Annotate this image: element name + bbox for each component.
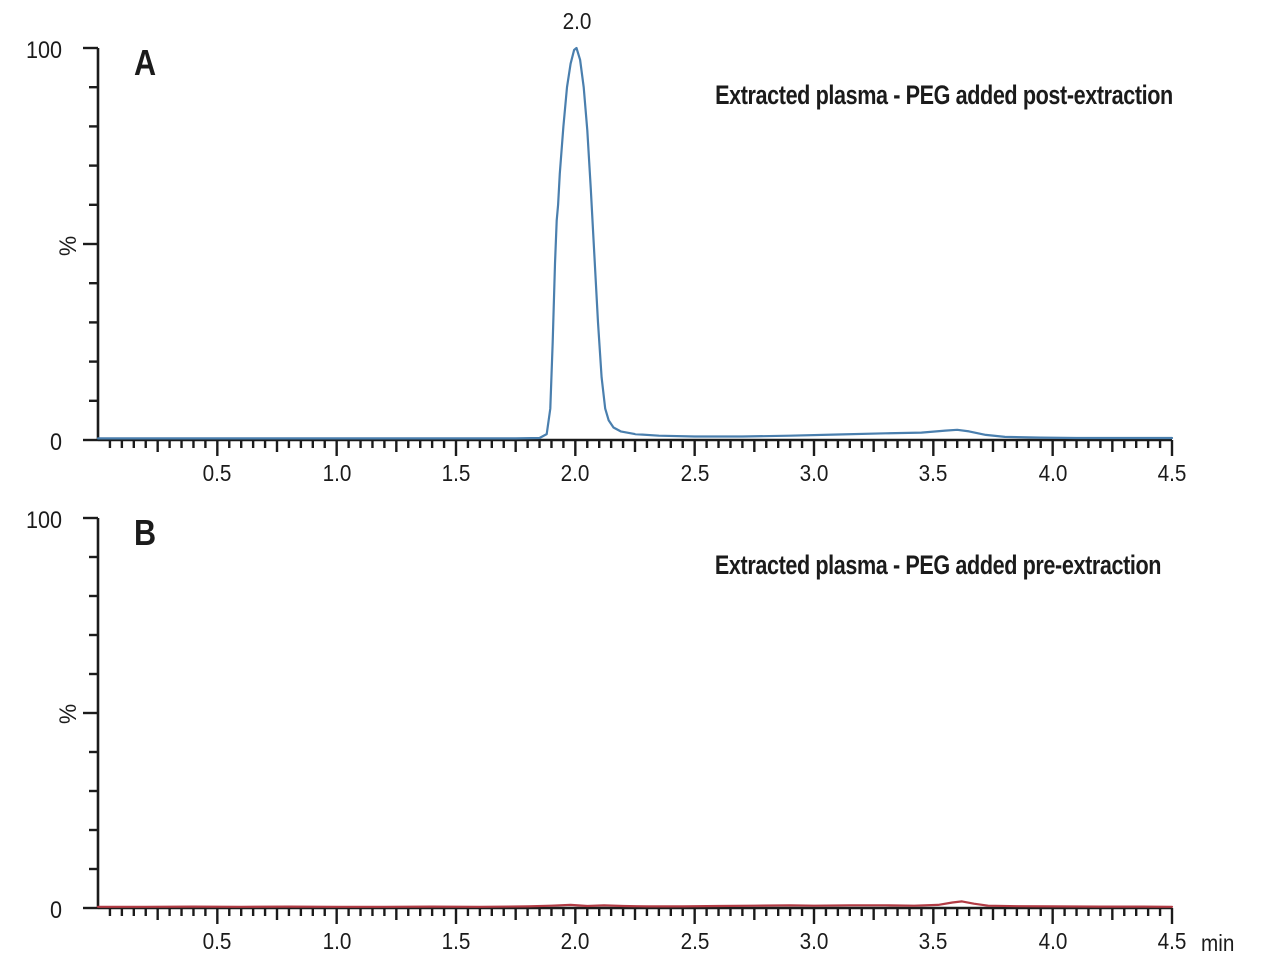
x-tick-label: 4.5 bbox=[1157, 928, 1187, 954]
x-tick-label: 3.5 bbox=[918, 928, 948, 954]
panel-a-y-min-label: 0 bbox=[49, 429, 62, 456]
panel-b-label: B bbox=[134, 512, 157, 553]
x-tick-label: 3.0 bbox=[799, 928, 829, 954]
panel-b-plot bbox=[83, 516, 1174, 924]
panel-b-y-axis-title: % bbox=[55, 703, 82, 725]
x-tick-label: 4.0 bbox=[1038, 928, 1068, 954]
x-tick-label: 4.0 bbox=[1038, 460, 1068, 486]
panel-b-y-min-label: 0 bbox=[49, 897, 62, 924]
x-tick-label: 0.5 bbox=[202, 928, 232, 954]
peak-retention-time-label: 2.0 bbox=[562, 8, 592, 34]
x-tick-label: 3.0 bbox=[799, 460, 829, 486]
x-tick-label: 1.5 bbox=[441, 460, 471, 486]
trace-b bbox=[96, 900, 1174, 908]
x-axis-unit-label: min bbox=[1201, 930, 1235, 956]
x-tick-label: 2.5 bbox=[680, 460, 710, 486]
panel-b-y-max-label: 100 bbox=[25, 507, 62, 534]
panel-a-plot bbox=[83, 46, 1174, 456]
x-tick-label: 4.5 bbox=[1157, 460, 1187, 486]
panel-a-annotation: Extracted plasma - PEG added post-extrac… bbox=[715, 80, 1173, 110]
panel-b-annotation: Extracted plasma - PEG added pre-extract… bbox=[714, 550, 1162, 580]
x-tick-label: 3.5 bbox=[918, 460, 948, 486]
panel-a-y-axis-title: % bbox=[55, 235, 82, 257]
x-tick-label: 1.5 bbox=[441, 928, 471, 954]
x-tick-label: 1.0 bbox=[322, 928, 352, 954]
trace-a bbox=[96, 46, 1174, 440]
panel-a-label: A bbox=[134, 42, 157, 83]
x-tick-label: 0.5 bbox=[202, 460, 232, 486]
x-tick-label: 2.5 bbox=[680, 928, 710, 954]
panel-a-y-max-label: 100 bbox=[25, 37, 62, 64]
x-tick-label: 2.0 bbox=[560, 460, 590, 486]
x-tick-label: 1.0 bbox=[322, 460, 352, 486]
x-tick-label: 2.0 bbox=[560, 928, 590, 954]
